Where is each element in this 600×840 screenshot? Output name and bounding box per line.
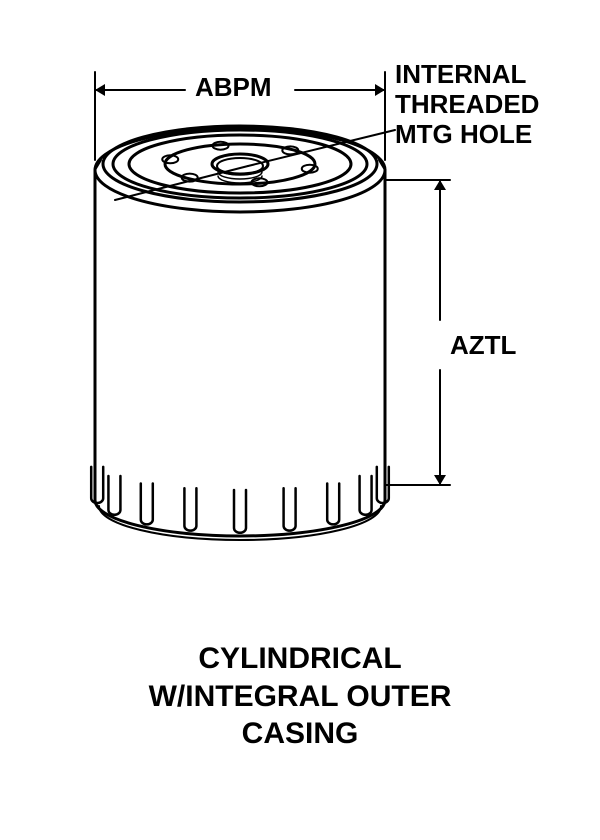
- caption-line-2: W/INTEGRAL OUTER: [0, 678, 600, 716]
- label-callout: INTERNALTHREADEDMTG HOLE: [395, 60, 539, 150]
- caption: CYLINDRICAL W/INTEGRAL OUTER CASING: [0, 640, 600, 753]
- label-abpm: ABPM: [195, 72, 272, 103]
- label-aztl: AZTL: [450, 330, 516, 361]
- caption-line-3: CASING: [0, 715, 600, 753]
- callout-line-1: INTERNALTHREADEDMTG HOLE: [395, 60, 539, 150]
- caption-line-1: CYLINDRICAL: [0, 640, 600, 678]
